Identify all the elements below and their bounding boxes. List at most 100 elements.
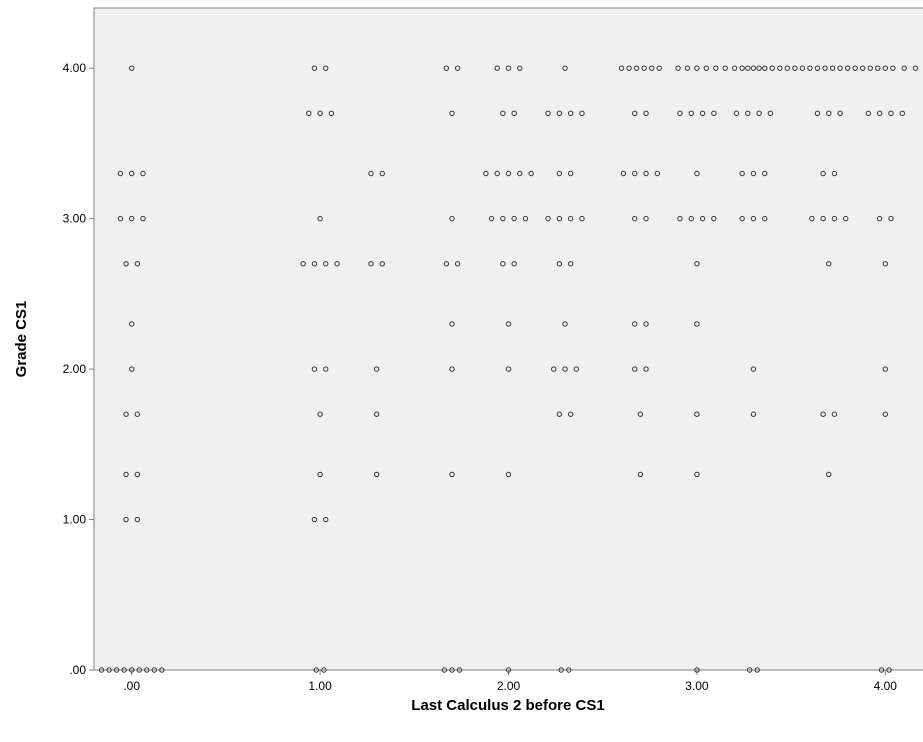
data-point xyxy=(556,261,563,267)
data-point xyxy=(875,65,881,71)
data-point xyxy=(449,471,455,478)
data-point xyxy=(739,215,745,222)
data-point xyxy=(505,65,512,71)
data-point xyxy=(313,667,320,673)
data-point xyxy=(746,667,753,673)
x-tick-label: 4.00 xyxy=(874,679,898,693)
data-point xyxy=(317,110,323,117)
data-point xyxy=(449,366,455,372)
data-point xyxy=(140,170,146,177)
data-point xyxy=(831,215,838,222)
data-point xyxy=(632,110,638,117)
data-point xyxy=(739,170,745,177)
data-point xyxy=(449,321,455,327)
data-point xyxy=(334,261,340,267)
data-point xyxy=(505,471,512,478)
y-tick-label: 4.00 xyxy=(63,61,87,75)
data-point xyxy=(754,667,760,673)
y-tick-label: 3.00 xyxy=(63,212,87,226)
data-point xyxy=(562,65,568,71)
data-point xyxy=(618,65,625,71)
data-point xyxy=(684,65,691,71)
y-axis: .00 1.00 2.00 3.00 4.00 xyxy=(63,61,94,677)
x-axis-title: Last Calculus 2 before CS1 xyxy=(411,697,604,714)
data-point xyxy=(912,65,919,71)
data-point xyxy=(317,471,323,478)
data-point xyxy=(694,471,700,478)
data-point xyxy=(699,215,706,222)
data-point xyxy=(441,667,448,673)
data-point xyxy=(567,261,574,267)
data-point xyxy=(134,411,141,417)
data-point xyxy=(123,261,129,267)
data-point xyxy=(694,170,700,177)
data-point xyxy=(443,65,450,71)
data-point xyxy=(632,170,638,177)
data-point xyxy=(328,110,335,117)
data-point xyxy=(136,667,142,673)
data-point xyxy=(579,215,585,222)
data-point xyxy=(456,667,463,673)
data-point xyxy=(750,366,757,372)
data-point xyxy=(567,215,574,222)
data-point xyxy=(562,321,568,327)
data-point xyxy=(865,110,872,117)
data-point xyxy=(128,170,135,177)
data-point xyxy=(882,411,889,417)
data-point xyxy=(711,215,717,222)
data-point xyxy=(106,667,112,673)
data-point xyxy=(517,65,523,71)
data-point xyxy=(551,366,557,372)
data-point xyxy=(517,170,523,177)
data-point xyxy=(656,65,662,71)
data-point xyxy=(505,170,512,177)
data-point xyxy=(886,667,892,673)
data-point xyxy=(323,366,329,372)
data-point xyxy=(113,667,120,673)
data-point xyxy=(888,110,894,117)
data-point xyxy=(762,170,768,177)
data-point xyxy=(567,411,574,417)
data-point xyxy=(826,110,832,117)
x-axis: .00 1.00 2.00 3.00 4.00 xyxy=(123,670,897,693)
data-point xyxy=(756,110,762,117)
data-point xyxy=(784,65,791,71)
data-point xyxy=(882,65,889,71)
data-point xyxy=(311,261,318,267)
data-point xyxy=(379,261,385,267)
data-point xyxy=(140,215,146,222)
data-point xyxy=(731,65,738,71)
data-point xyxy=(792,65,798,71)
data-point xyxy=(368,170,374,177)
data-point xyxy=(159,667,165,673)
data-point xyxy=(750,170,757,177)
data-point xyxy=(511,215,517,222)
data-point xyxy=(379,170,385,177)
data-point xyxy=(545,215,551,222)
data-point xyxy=(626,65,632,71)
data-point xyxy=(699,110,706,117)
data-point xyxy=(311,65,318,71)
data-point xyxy=(739,65,745,71)
data-point xyxy=(767,110,774,117)
data-point xyxy=(820,215,826,222)
data-point xyxy=(449,667,455,673)
data-point xyxy=(750,65,757,71)
data-point xyxy=(654,170,661,177)
data-point xyxy=(677,215,683,222)
data-point xyxy=(117,215,124,222)
data-point xyxy=(511,261,517,267)
data-point xyxy=(505,667,512,673)
data-point xyxy=(733,110,740,117)
data-point xyxy=(123,516,129,523)
data-point xyxy=(500,110,506,117)
data-point xyxy=(814,65,821,71)
data-point xyxy=(128,65,135,71)
data-point xyxy=(454,261,461,267)
data-point xyxy=(323,261,329,267)
data-point xyxy=(750,411,757,417)
data-point xyxy=(317,411,323,417)
data-point xyxy=(675,65,681,71)
data-point xyxy=(494,170,500,177)
